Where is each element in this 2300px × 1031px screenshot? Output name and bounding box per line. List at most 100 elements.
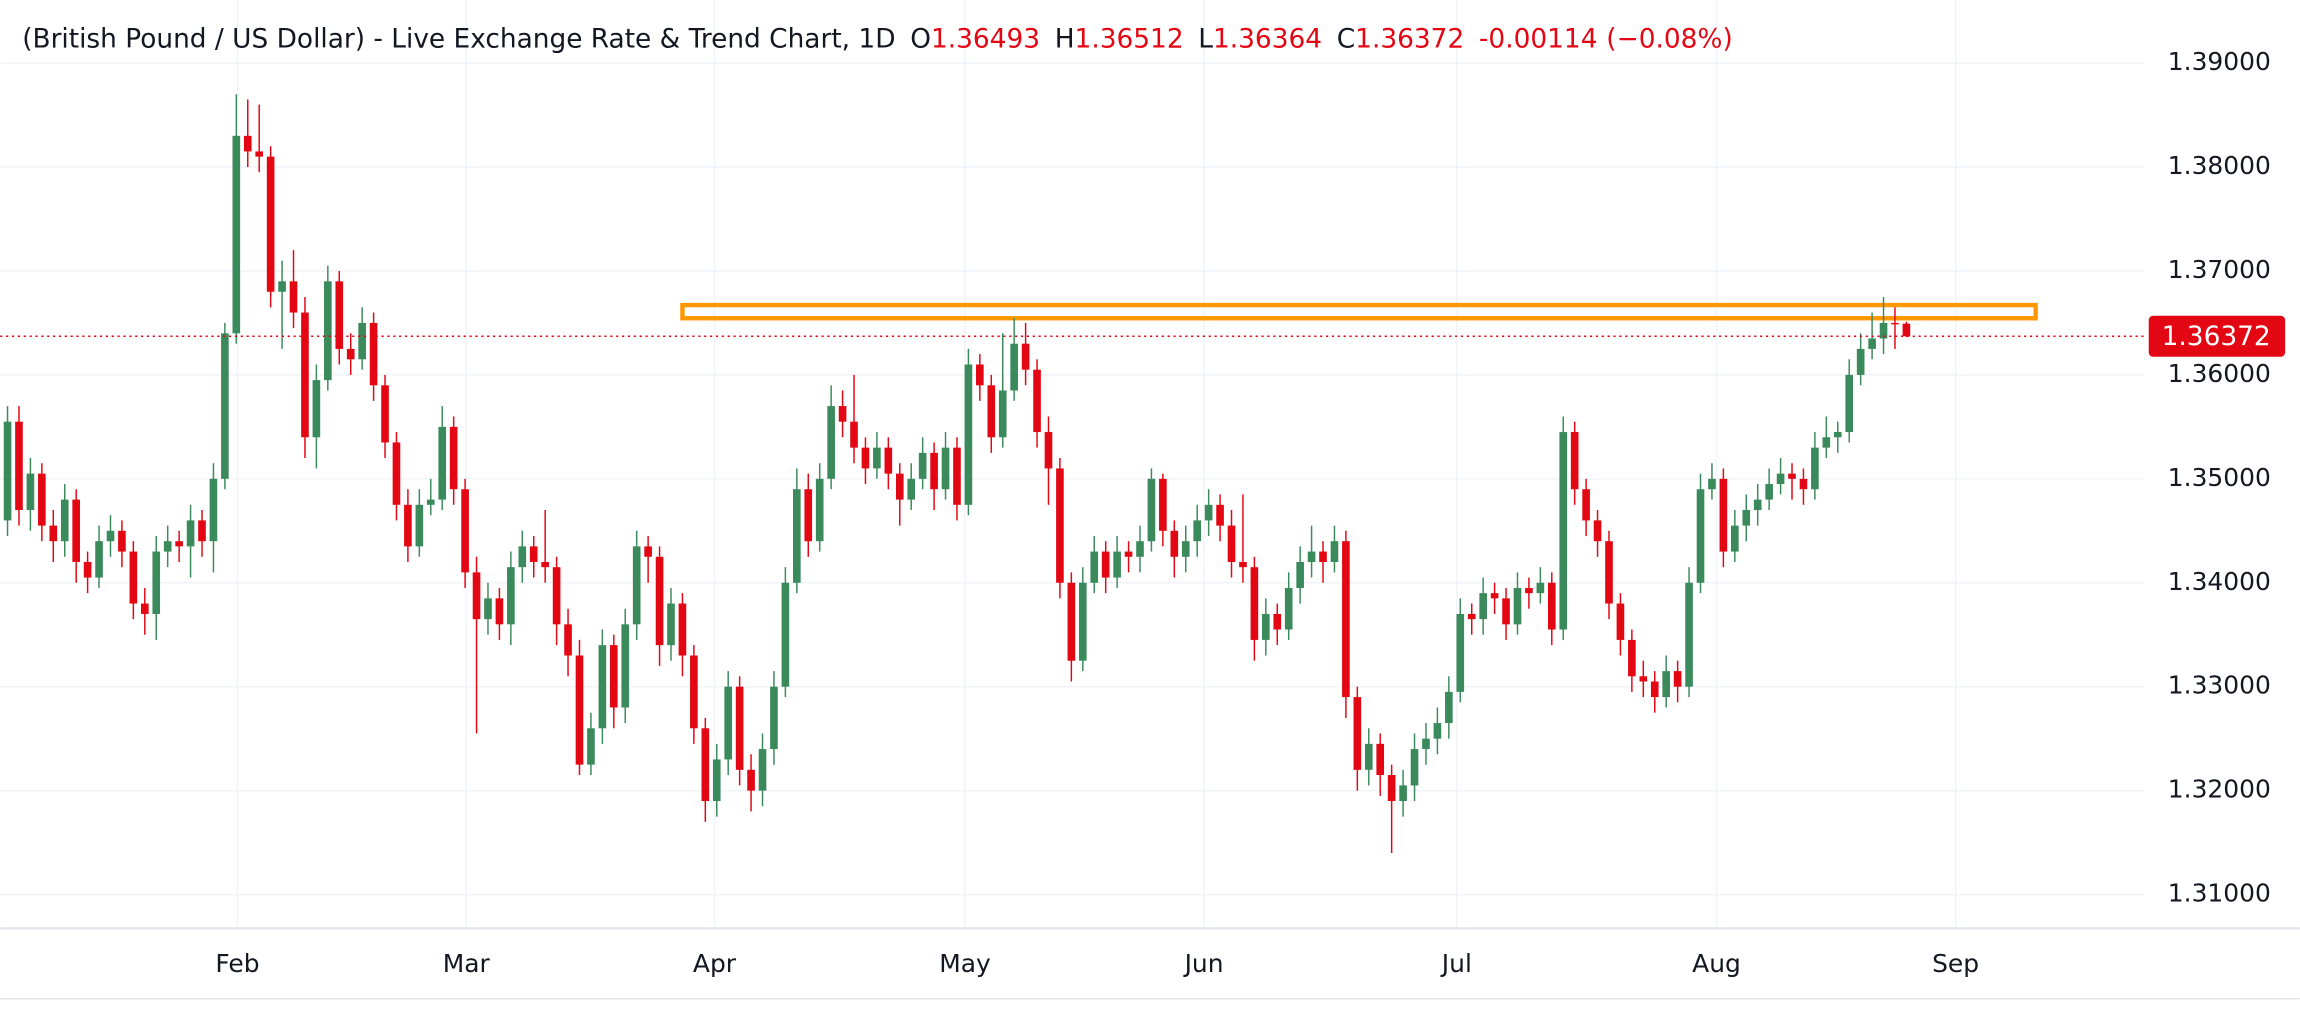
candle-body: [815, 478, 824, 542]
candle-body: [1387, 775, 1396, 802]
x-tick-label: May: [939, 949, 991, 978]
candle-body: [1307, 551, 1316, 562]
candle-body: [312, 380, 321, 438]
candle-body: [266, 156, 275, 292]
candle-body: [953, 447, 961, 505]
candle-body: [49, 525, 58, 542]
candle-body: [1731, 525, 1739, 552]
candle-body: [335, 281, 344, 349]
x-tick-label: Jun: [1183, 949, 1224, 978]
candle-body: [1650, 681, 1659, 698]
candle-body: [529, 546, 538, 562]
candle-body: [587, 728, 595, 765]
candle-body: [472, 572, 481, 620]
candle-body: [1742, 510, 1751, 526]
candle-body: [1856, 348, 1865, 375]
candle-body: [1479, 593, 1487, 620]
x-tick-label: Apr: [693, 949, 737, 978]
candle-body: [255, 151, 264, 157]
y-tick-label: 1.31000: [2168, 879, 2271, 908]
candle-body: [507, 567, 515, 625]
candle-body: [1353, 697, 1362, 770]
candle-body: [655, 556, 664, 646]
candle-body: [827, 406, 835, 479]
candle-body: [678, 603, 687, 656]
candle-body: [129, 551, 138, 604]
y-tick-label: 1.34000: [2168, 567, 2271, 596]
legend-key: O: [910, 24, 931, 54]
y-tick-label: 1.36000: [2168, 359, 2271, 388]
candle-body: [381, 385, 389, 443]
high-value: 1.36512: [1075, 24, 1184, 54]
candle-body: [884, 447, 893, 474]
candle-body: [232, 135, 241, 334]
candle-body: [724, 686, 733, 760]
candle-body: [1799, 478, 1808, 490]
candle-body: [552, 567, 561, 625]
candle-body: [152, 551, 161, 614]
candle-body: [1010, 343, 1018, 391]
candle-body: [518, 546, 527, 568]
candle-body: [1330, 541, 1339, 562]
candle-body: [1239, 561, 1247, 568]
candle-body: [118, 530, 126, 552]
candle-body: [712, 759, 721, 802]
candle-body: [1868, 338, 1876, 349]
open-value: 1.36493: [931, 24, 1040, 54]
candle-body: [895, 473, 904, 500]
candle-body: [632, 546, 641, 625]
candle-body: [1547, 582, 1556, 630]
candle-body: [793, 489, 801, 583]
candle-body: [106, 530, 115, 542]
candle-body: [449, 426, 458, 490]
candle-body: [163, 541, 172, 552]
candle-body: [415, 504, 424, 547]
candle-body: [1101, 551, 1110, 578]
chart-title: (British Pound / US Dollar) - Live Excha…: [22, 24, 895, 54]
candle-body: [1628, 639, 1636, 677]
candle-body: [564, 624, 572, 656]
y-tick-label: 1.35000: [2168, 463, 2271, 492]
candle-body: [1319, 551, 1327, 562]
candle-body: [1067, 582, 1076, 661]
candle-body: [918, 452, 927, 479]
x-tick-label: Feb: [215, 949, 259, 978]
candle-body: [598, 645, 607, 729]
low-value: 1.36364: [1213, 24, 1322, 54]
legend-key: H: [1055, 24, 1075, 54]
candle-body: [1753, 499, 1762, 511]
candle-body: [1159, 478, 1167, 531]
x-tick-label: Aug: [1692, 949, 1741, 978]
candle-body: [1044, 432, 1053, 469]
candle-body: [1582, 489, 1590, 521]
candle-body: [1250, 567, 1259, 640]
candle-body: [426, 499, 435, 505]
candle-body: [850, 421, 858, 448]
candle-body: [1078, 582, 1087, 661]
candle-body: [1765, 484, 1773, 500]
close-value: 1.36372: [1355, 24, 1464, 54]
candle-body: [461, 489, 469, 573]
candle-body: [1513, 587, 1522, 625]
candle-body: [1467, 613, 1476, 620]
candle-body: [1090, 551, 1099, 583]
candle-body: [1902, 323, 1911, 337]
candle-body: [198, 520, 206, 542]
candle-body: [758, 749, 767, 791]
candle-body: [1216, 504, 1224, 526]
candle-body: [1136, 541, 1144, 557]
candle-body: [1227, 525, 1236, 562]
candle-body: [747, 769, 755, 791]
y-tick-label: 1.33000: [2168, 671, 2271, 700]
candle-body: [1685, 582, 1693, 687]
candle-body: [930, 452, 938, 490]
candle-body: [941, 447, 950, 490]
candle-body: [1891, 322, 1899, 325]
candle-body: [1570, 432, 1579, 490]
grid: [0, 0, 2145, 929]
candle-body: [1502, 598, 1510, 625]
candle-body: [404, 504, 412, 547]
resistance-zone: [680, 302, 2038, 321]
candle-body: [1262, 613, 1270, 640]
candle-body: [644, 546, 652, 557]
